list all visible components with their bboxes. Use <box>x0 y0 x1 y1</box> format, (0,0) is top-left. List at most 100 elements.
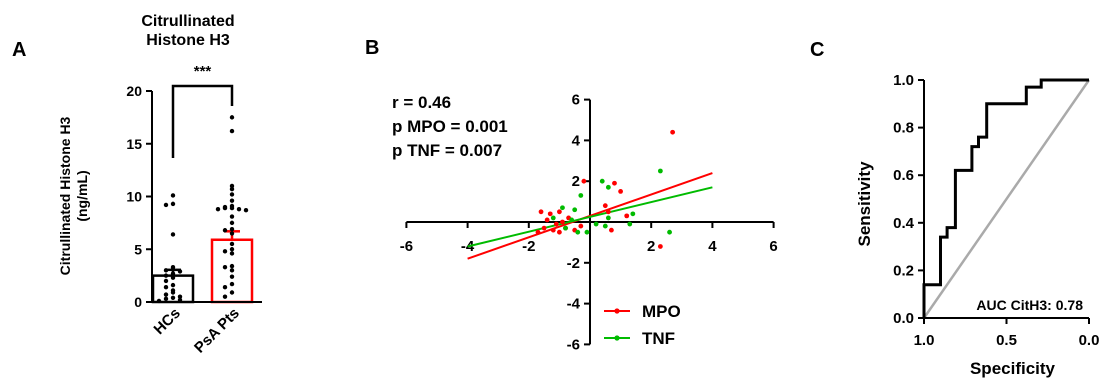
panel-a-data-point <box>163 285 169 290</box>
panel-a-y-axis: 0 5 10 15 20 <box>126 83 153 310</box>
panel-a-data-point <box>177 297 183 303</box>
panel-c-y-tick-label: 0.8 <box>893 120 914 137</box>
panel-a-y-tick-label: 15 <box>126 136 142 152</box>
panel-a-data-point <box>222 249 228 254</box>
panel-b-point-mpo <box>581 178 587 184</box>
panel-c-y-tick-label: 0.4 <box>893 215 915 232</box>
panel-b-point-tnf <box>569 217 575 223</box>
panel-a-data-point <box>229 274 235 279</box>
panel-b-point-mpo <box>538 209 544 215</box>
panel-b-point-tnf <box>563 225 568 231</box>
panel-c-y-tick-label: 1.0 <box>893 72 914 89</box>
panel-c: C 0.0 0.2 0.4 0.6 0.8 1.0 1.0 0.5 0.0 Specificity… <box>810 39 1099 378</box>
panel-c-x-axis-label: Specificity <box>970 359 1056 378</box>
panel-b-point-tnf <box>593 221 599 227</box>
panel-b-annotation: p MPO = 0.001 <box>392 117 508 136</box>
panel-b-point-mpo <box>544 217 550 223</box>
panel-b-point-tnf <box>627 221 633 227</box>
panel-b-points <box>535 129 676 249</box>
panel-b-point-mpo <box>547 211 553 217</box>
panel-a-data-point <box>170 201 176 207</box>
panel-b-point-mpo <box>624 213 630 219</box>
panel-b-x-tick-label: -6 <box>400 238 413 255</box>
panel-a-data-point <box>229 281 235 287</box>
panel-b-point-tnf <box>630 211 636 217</box>
panel-c-x-tick-label: 0.5 <box>996 332 1017 349</box>
panel-a-y-tick-label: 10 <box>126 189 142 205</box>
panel-a-data-point <box>229 115 235 120</box>
panel-b-point-mpo <box>612 180 617 186</box>
panel-a-data-point <box>170 232 176 237</box>
panel-a-data-point <box>215 206 221 212</box>
panel-a: A Citrullinated Histone H3 Citrullinated … <box>12 13 262 357</box>
panel-a-points <box>156 115 249 304</box>
panel-a-data-point <box>229 186 235 192</box>
panel-b-legend: MPO TNF <box>604 302 681 348</box>
panel-b-point-mpo <box>609 227 614 233</box>
panel-b-point-mpo <box>557 209 562 215</box>
panel-a-data-point <box>229 251 235 256</box>
panel-a-data-point <box>222 294 228 299</box>
panel-b-point-mpo <box>670 129 676 135</box>
panel-b-x-tick-label: 4 <box>708 238 717 255</box>
panel-a-data-point <box>177 269 183 274</box>
panel-b-legend-label: TNF <box>642 329 675 348</box>
panel-b-point-mpo <box>557 229 562 235</box>
panel-a-data-point <box>170 282 176 288</box>
panel-b-legend-marker <box>614 335 620 341</box>
panel-a-data-point <box>222 228 228 233</box>
panel-b-legend-label: MPO <box>642 302 681 321</box>
panel-b: B r = 0.46 p MPO = 0.001 p TNF = 0.007 -6 -… <box>365 37 778 353</box>
panel-a-y-tick-label: 20 <box>126 83 142 99</box>
panel-a-data-point <box>229 183 235 189</box>
panel-a-x-tick-label: HCs <box>151 305 184 338</box>
panel-b-x-tick-label: 2 <box>647 238 655 255</box>
panel-a-y-tick-label: 5 <box>134 241 142 257</box>
panel-a-data-point <box>170 295 176 300</box>
panel-b-point-mpo <box>535 229 541 235</box>
panel-b-point-mpo <box>578 223 584 229</box>
panel-a-data-point <box>163 268 169 273</box>
panel-c-roc-curve <box>922 78 1089 318</box>
panel-b-point-tnf <box>584 229 590 235</box>
panel-a-data-point <box>177 294 183 299</box>
panel-b-point-mpo <box>541 225 547 231</box>
panel-a-data-point <box>243 208 249 213</box>
panel-a-y-tick-label: 0 <box>134 294 142 310</box>
panel-b-point-tnf <box>602 223 608 229</box>
panel-b-point-tnf <box>550 215 556 221</box>
panel-b-y-tick-label: -6 <box>567 336 580 353</box>
panel-b-point-mpo <box>618 189 623 194</box>
panel-c-auc-label: AUC CitH3: 0.78 <box>976 297 1083 313</box>
panel-a-data-point <box>163 202 169 208</box>
panel-b-y-tick-label: -2 <box>567 255 580 272</box>
panel-a-data-point <box>229 290 235 295</box>
panel-b-point-tnf <box>575 229 581 235</box>
panel-b-fit-line-tnf <box>467 186 713 248</box>
panel-a-data-point <box>170 275 176 280</box>
panel-b-fit-lines <box>467 172 713 260</box>
panel-a-data-point <box>229 220 235 226</box>
panel-a-x-tick-labels: HCs PsA Pts <box>151 305 243 357</box>
panel-b-point-mpo <box>602 203 608 209</box>
panel-b-y-tick-label: 4 <box>572 132 581 149</box>
panel-b-y-tick-label: 2 <box>572 173 580 190</box>
panel-c-y-tick-label: 0.0 <box>893 310 914 327</box>
panel-b-annotations: r = 0.46 p MPO = 0.001 p TNF = 0.007 <box>392 93 508 160</box>
panel-a-data-point <box>229 268 235 273</box>
panel-b-legend-marker <box>614 308 620 314</box>
panel-b-point-mpo <box>605 209 611 215</box>
panel-b-x-tick-label: -2 <box>522 238 535 255</box>
panel-a-data-point <box>229 205 235 211</box>
panel-b-y-tick-label: 6 <box>572 92 580 109</box>
panel-a-data-point <box>156 298 162 304</box>
panel-a-title: Citrullinated Histone H3 <box>141 13 234 49</box>
panel-c-y-tick-label: 0.6 <box>893 167 914 184</box>
panel-b-point-tnf <box>657 168 663 174</box>
panel-c-x-tick-label: 0.0 <box>1079 332 1100 349</box>
panel-b-point-tnf <box>605 215 611 221</box>
panel-a-data-point <box>170 267 176 272</box>
panel-b-point-mpo <box>657 244 663 249</box>
panel-b-point-tnf <box>667 229 672 235</box>
